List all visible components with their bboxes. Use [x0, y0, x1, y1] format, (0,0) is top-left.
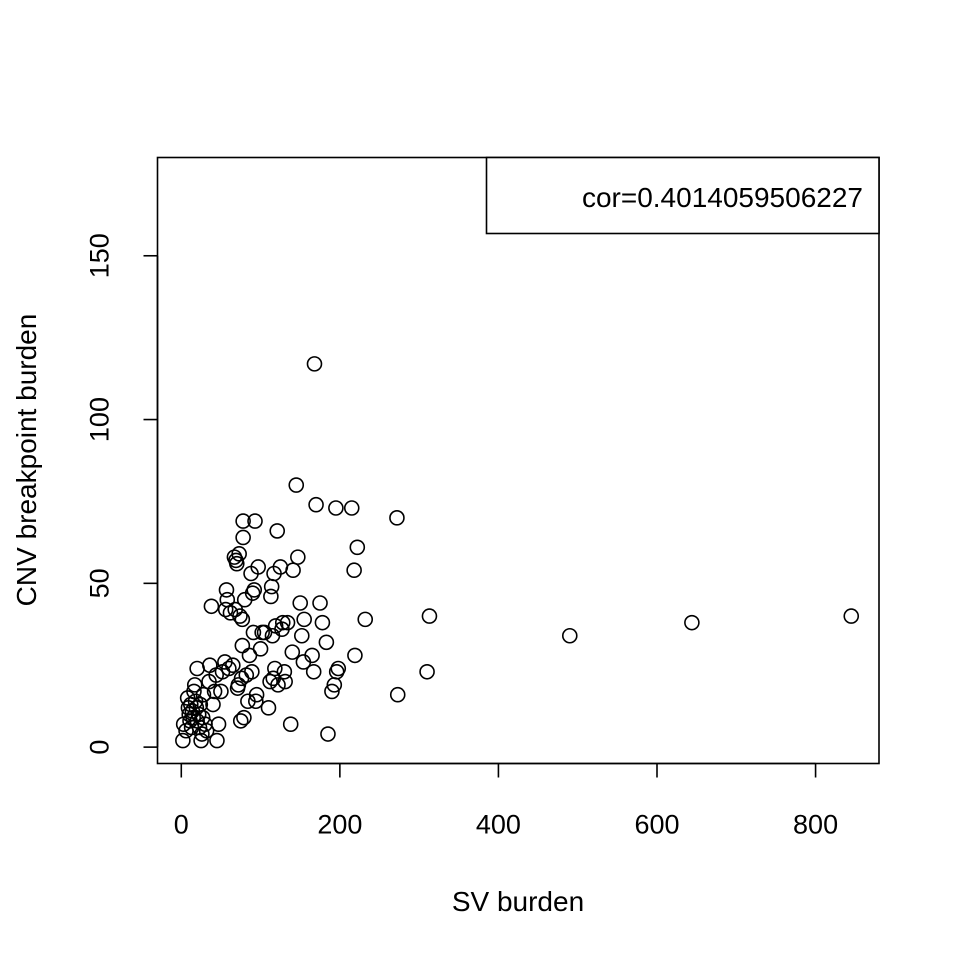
- data-point: [288, 477, 305, 493]
- data-point: [346, 562, 362, 579]
- data-point: [225, 657, 241, 674]
- data-point: [195, 686, 212, 703]
- data-point: [290, 549, 306, 565]
- y-tick-label: 150: [85, 233, 115, 278]
- data-point: [304, 647, 320, 664]
- data-point: [357, 611, 374, 628]
- data-point: [314, 614, 331, 631]
- y-tick-label: 0: [85, 740, 115, 755]
- x-tick-label: 200: [317, 810, 362, 840]
- data-point: [330, 660, 347, 677]
- data-point: [349, 539, 366, 556]
- x-tick-label: 400: [476, 810, 521, 840]
- data-point: [248, 686, 265, 703]
- data-point: [198, 722, 215, 739]
- y-axis-title: CNV breakpoint burden: [11, 314, 42, 607]
- plot-frame: [156, 156, 880, 765]
- y-tick-label: 100: [85, 397, 115, 442]
- data-point: [252, 641, 269, 657]
- data-point: [419, 663, 435, 680]
- data-point: [234, 611, 251, 628]
- data-point: [222, 605, 239, 621]
- data-point: [284, 644, 301, 660]
- data-point: [228, 555, 245, 572]
- y-tick-label: 50: [85, 568, 115, 598]
- data-point: [263, 588, 279, 605]
- data-point: [175, 732, 191, 749]
- data-point: [210, 716, 227, 732]
- data-point: [232, 713, 249, 729]
- data-point: [236, 709, 252, 726]
- data-point: [231, 546, 247, 562]
- data-point: [234, 637, 251, 654]
- data-point: [343, 500, 360, 516]
- x-tick-label: 600: [634, 810, 679, 840]
- data-point: [312, 595, 328, 611]
- data-point: [262, 673, 278, 690]
- data-point: [308, 496, 324, 513]
- data-point: [843, 608, 860, 624]
- data-point: [217, 601, 234, 618]
- data-point: [276, 663, 293, 680]
- legend-box: [485, 156, 880, 235]
- data-point: [320, 726, 336, 742]
- data-point: [186, 677, 203, 693]
- data-point: [277, 673, 293, 690]
- data-point: [282, 716, 299, 732]
- data-point: [279, 614, 296, 631]
- data-point: [318, 634, 335, 651]
- data-point: [347, 647, 363, 664]
- data-point: [246, 582, 263, 598]
- legend: cor=0.4014059506227: [485, 156, 880, 235]
- x-tick-label: 0: [174, 810, 189, 840]
- data-point: [296, 611, 312, 628]
- data-point: [421, 608, 438, 624]
- data-point: [684, 614, 700, 631]
- x-axis-title: SV burden: [452, 886, 584, 917]
- data-point: [213, 683, 229, 700]
- data-point: [209, 732, 225, 749]
- data-point: [247, 513, 263, 529]
- data-point: [194, 726, 210, 742]
- y-axis: 0 50 100 150: [85, 233, 159, 755]
- data-point: [235, 513, 251, 529]
- legend-text: cor=0.4014059506227: [582, 182, 863, 213]
- data-point: [389, 686, 406, 703]
- x-tick-label: 800: [793, 810, 838, 840]
- data-point: [561, 627, 578, 644]
- data-point: [221, 660, 237, 677]
- data-point: [250, 559, 266, 575]
- data-point: [206, 683, 223, 700]
- data-point: [292, 595, 309, 611]
- data-point: [245, 624, 262, 641]
- data-point: [203, 598, 220, 615]
- data-point: [305, 663, 322, 680]
- data-point: [285, 562, 301, 579]
- data-point: [218, 582, 235, 598]
- data-point: [202, 657, 218, 674]
- data-point: [260, 700, 277, 716]
- data-point: [219, 591, 236, 608]
- data-point: [232, 608, 248, 624]
- data-point: [274, 614, 291, 631]
- data-point: [389, 510, 405, 526]
- data-point: [306, 356, 323, 372]
- data-point: [293, 627, 310, 644]
- data-point: [244, 663, 260, 680]
- data-points: [175, 356, 860, 749]
- data-point: [263, 578, 280, 595]
- x-axis: 0 200 400 600 800: [174, 762, 838, 840]
- data-point: [186, 683, 202, 700]
- data-point: [270, 677, 286, 693]
- data-point: [328, 500, 344, 516]
- data-point: [267, 660, 283, 677]
- data-point: [269, 523, 286, 539]
- data-point: [248, 693, 264, 710]
- data-point: [235, 529, 251, 546]
- data-point: [324, 683, 340, 700]
- data-point: [189, 660, 205, 677]
